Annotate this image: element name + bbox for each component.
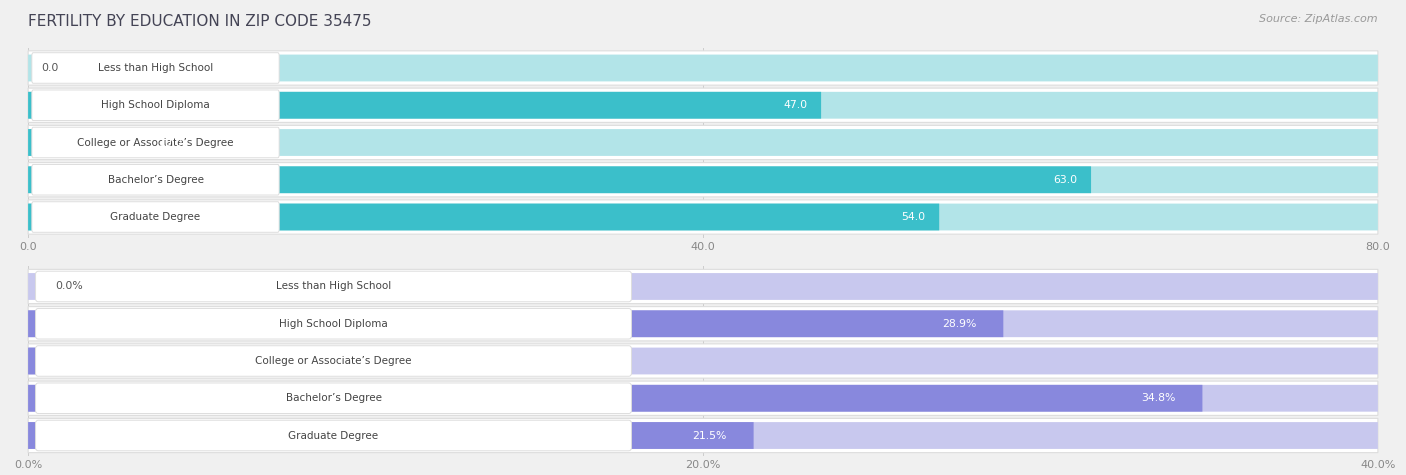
Text: FERTILITY BY EDUCATION IN ZIP CODE 35475: FERTILITY BY EDUCATION IN ZIP CODE 35475 xyxy=(28,14,371,29)
FancyBboxPatch shape xyxy=(35,271,631,302)
Text: College or Associate’s Degree: College or Associate’s Degree xyxy=(77,137,233,148)
Text: Bachelor’s Degree: Bachelor’s Degree xyxy=(107,175,204,185)
FancyBboxPatch shape xyxy=(32,202,280,232)
FancyBboxPatch shape xyxy=(32,164,280,195)
Text: Less than High School: Less than High School xyxy=(98,63,214,73)
FancyBboxPatch shape xyxy=(28,92,1378,119)
FancyBboxPatch shape xyxy=(28,269,1378,304)
Text: Bachelor’s Degree: Bachelor’s Degree xyxy=(285,393,381,403)
FancyBboxPatch shape xyxy=(28,381,1378,416)
FancyBboxPatch shape xyxy=(35,346,631,376)
Text: 14.8%: 14.8% xyxy=(467,356,501,366)
FancyBboxPatch shape xyxy=(28,273,1378,300)
FancyBboxPatch shape xyxy=(28,129,197,156)
Text: Graduate Degree: Graduate Degree xyxy=(111,212,201,222)
Text: Less than High School: Less than High School xyxy=(276,282,391,292)
Text: Source: ZipAtlas.com: Source: ZipAtlas.com xyxy=(1260,14,1378,24)
FancyBboxPatch shape xyxy=(28,55,1378,81)
FancyBboxPatch shape xyxy=(28,166,1378,193)
FancyBboxPatch shape xyxy=(28,385,1378,412)
Text: 63.0: 63.0 xyxy=(1053,175,1077,185)
Text: 21.5%: 21.5% xyxy=(692,430,727,440)
FancyBboxPatch shape xyxy=(28,200,1378,234)
FancyBboxPatch shape xyxy=(28,162,1378,197)
FancyBboxPatch shape xyxy=(28,418,1378,453)
Text: Graduate Degree: Graduate Degree xyxy=(288,430,378,440)
FancyBboxPatch shape xyxy=(28,310,1378,337)
FancyBboxPatch shape xyxy=(32,53,280,83)
FancyBboxPatch shape xyxy=(28,204,1378,230)
FancyBboxPatch shape xyxy=(28,306,1378,341)
FancyBboxPatch shape xyxy=(28,125,1378,160)
Text: High School Diploma: High School Diploma xyxy=(101,100,209,110)
FancyBboxPatch shape xyxy=(28,422,754,449)
Text: 10.0: 10.0 xyxy=(159,137,183,148)
Text: College or Associate’s Degree: College or Associate’s Degree xyxy=(256,356,412,366)
Text: 28.9%: 28.9% xyxy=(942,319,976,329)
Text: 0.0: 0.0 xyxy=(42,63,59,73)
FancyBboxPatch shape xyxy=(35,308,631,339)
FancyBboxPatch shape xyxy=(32,127,280,158)
FancyBboxPatch shape xyxy=(28,204,939,230)
FancyBboxPatch shape xyxy=(32,90,280,121)
FancyBboxPatch shape xyxy=(28,348,527,374)
FancyBboxPatch shape xyxy=(28,422,1378,449)
FancyBboxPatch shape xyxy=(35,420,631,451)
FancyBboxPatch shape xyxy=(28,92,821,119)
FancyBboxPatch shape xyxy=(28,166,1091,193)
FancyBboxPatch shape xyxy=(28,385,1202,412)
FancyBboxPatch shape xyxy=(28,310,1004,337)
FancyBboxPatch shape xyxy=(28,129,1378,156)
FancyBboxPatch shape xyxy=(28,348,1378,374)
Text: 54.0: 54.0 xyxy=(901,212,925,222)
Text: 34.8%: 34.8% xyxy=(1142,393,1175,403)
FancyBboxPatch shape xyxy=(28,51,1378,85)
FancyBboxPatch shape xyxy=(28,344,1378,378)
Text: High School Diploma: High School Diploma xyxy=(280,319,388,329)
Text: 0.0%: 0.0% xyxy=(55,282,83,292)
FancyBboxPatch shape xyxy=(35,383,631,414)
Text: 47.0: 47.0 xyxy=(783,100,807,110)
FancyBboxPatch shape xyxy=(28,88,1378,123)
